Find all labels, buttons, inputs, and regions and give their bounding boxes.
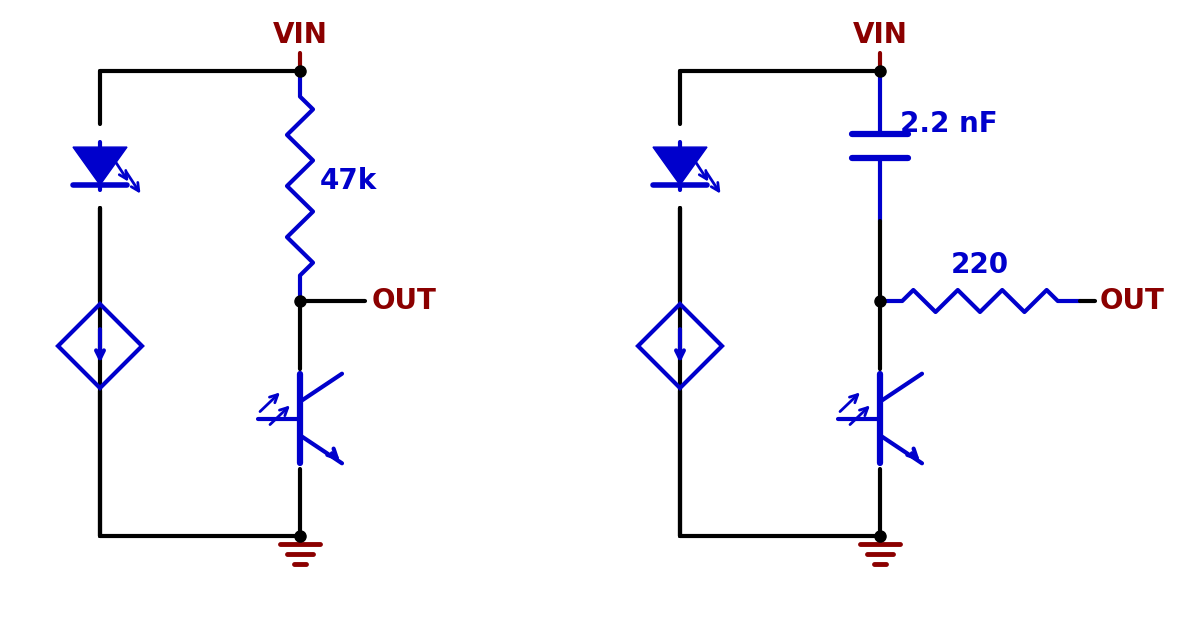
Text: VIN: VIN	[852, 21, 907, 49]
Polygon shape	[73, 147, 127, 185]
Text: 220: 220	[950, 251, 1009, 279]
Text: OUT: OUT	[1100, 287, 1165, 315]
Text: OUT: OUT	[372, 287, 437, 315]
Text: 47k: 47k	[320, 167, 377, 195]
Text: VIN: VIN	[272, 21, 328, 49]
Text: 2.2 nF: 2.2 nF	[900, 110, 997, 138]
Polygon shape	[653, 147, 707, 185]
